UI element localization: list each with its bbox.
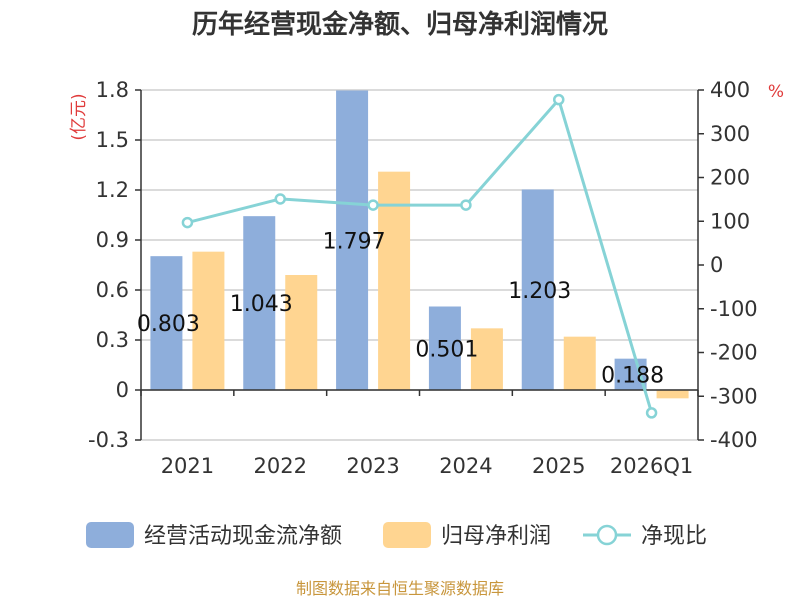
- right-tick-label: 300: [710, 122, 750, 146]
- ratio-point: [181, 216, 194, 229]
- bar-net-profit: [378, 171, 411, 390]
- left-tick-label: 1.2: [96, 178, 129, 202]
- right-tick-label: -300: [710, 384, 758, 408]
- right-axis-ticks: 400 300 200 100 0 -100 -200 -300 -400: [698, 78, 758, 452]
- x-tick-label: 2022: [254, 454, 307, 478]
- bar-cashflow: [336, 90, 369, 390]
- left-tick-label: 0.3: [96, 328, 129, 352]
- bar-marks: [150, 90, 689, 399]
- left-tick-label: -0.3: [88, 428, 129, 452]
- legend: 经营活动现金流净额 归母净利润 净现比: [86, 522, 707, 549]
- right-tick-label: -100: [710, 297, 758, 321]
- bar-net-profit: [285, 275, 318, 390]
- x-tick-label: 2025: [532, 454, 585, 478]
- left-tick-label: 0: [116, 378, 129, 402]
- bar-cashflow: [150, 256, 183, 390]
- right-tick-label: 0: [710, 253, 723, 277]
- legend-marker-ratio: [596, 524, 618, 546]
- ratio-point: [553, 93, 565, 106]
- right-tick-label: 200: [710, 166, 750, 190]
- source-note: 制图数据来自恒生聚源数据库: [296, 579, 504, 598]
- legend-label-cashflow: 经营活动现金流净额: [144, 524, 342, 549]
- x-tick-label: 2026Q1: [610, 454, 693, 478]
- bar-value-label: 1.043: [230, 292, 293, 317]
- bar-net-profit: [656, 390, 689, 399]
- left-axis-ticks: 1.8 1.5 1.2 0.9 0.6 0.3 0 -0.3: [88, 78, 141, 452]
- bar-cashflow: [521, 189, 554, 390]
- bar-net-profit: [470, 328, 503, 390]
- legend-swatch-cashflow: [86, 522, 134, 548]
- right-tick-label: 100: [710, 209, 750, 233]
- bar-cashflow: [243, 216, 276, 390]
- bar-value-label: 0.501: [415, 337, 478, 362]
- bar-net-profit: [192, 251, 225, 390]
- bar-cashflow: [428, 306, 461, 390]
- bar-net-profit: [563, 336, 596, 390]
- bar-value-label: 0.188: [601, 363, 664, 388]
- x-tick-label: 2023: [346, 454, 399, 478]
- right-axis-unit: %: [768, 82, 784, 102]
- legend-label-net-profit: 归母净利润: [441, 524, 551, 549]
- right-tick-label: -400: [710, 428, 758, 452]
- data-labels: 0.803 1.043 1.797 0.501 1.203 0.188: [137, 229, 664, 388]
- x-axis-ticks: 2021 2022 2023 2024 2025 2026Q1: [161, 454, 694, 478]
- legend-swatch-net-profit: [383, 522, 431, 548]
- bar-value-label: 1.203: [508, 279, 571, 304]
- chart-title: 历年经营现金净额、归母净利润情况: [192, 9, 608, 40]
- left-tick-label: 0.6: [96, 278, 129, 302]
- ratio-line: [181, 93, 658, 419]
- bar-value-label: 0.803: [137, 312, 200, 337]
- ratio-point: [645, 407, 658, 419]
- right-tick-label: -200: [710, 341, 758, 365]
- x-tick-label: 2021: [161, 454, 214, 478]
- left-tick-label: 0.9: [96, 228, 129, 252]
- left-tick-label: 1.5: [96, 128, 129, 152]
- legend-label-ratio: 净现比: [641, 524, 707, 549]
- ratio-line-path: [187, 96, 654, 414]
- ratio-point: [460, 199, 472, 211]
- left-axis-unit: (亿元): [69, 93, 89, 140]
- left-tick-label: 1.8: [96, 78, 129, 102]
- right-tick-label: 400: [710, 78, 750, 102]
- bar-value-label: 1.797: [323, 229, 386, 254]
- ratio-point: [367, 199, 379, 211]
- x-tick-label: 2024: [439, 454, 492, 478]
- ratio-point: [274, 193, 286, 205]
